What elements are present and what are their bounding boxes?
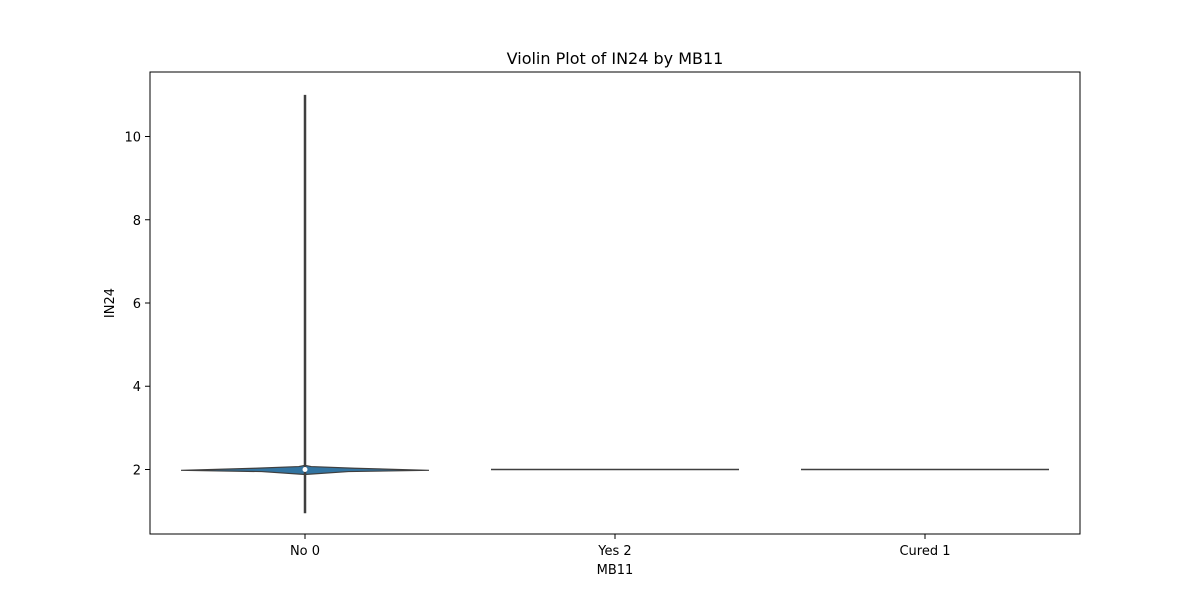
- y-axis: 2 4 6 8 10: [124, 131, 150, 478]
- y-tick-label: 2: [133, 463, 141, 478]
- violin-0: [180, 94, 430, 514]
- violin-median-point: [302, 466, 308, 472]
- y-tick-label: 6: [133, 297, 141, 312]
- y-tick-label: 10: [124, 131, 141, 146]
- x-tick-label: Cured 1: [899, 544, 950, 559]
- y-tick-label: 4: [133, 380, 141, 395]
- x-axis: No 0 Yes 2 Cured 1: [290, 534, 951, 559]
- y-tick-label: 8: [133, 214, 141, 229]
- x-axis-title: MB11: [597, 563, 634, 578]
- plot-area: [180, 94, 1049, 514]
- x-tick-label: No 0: [290, 544, 320, 559]
- chart-title: Violin Plot of IN24 by MB11: [507, 49, 724, 68]
- y-axis-title: IN24: [103, 288, 118, 318]
- x-tick-label: Yes 2: [597, 544, 631, 559]
